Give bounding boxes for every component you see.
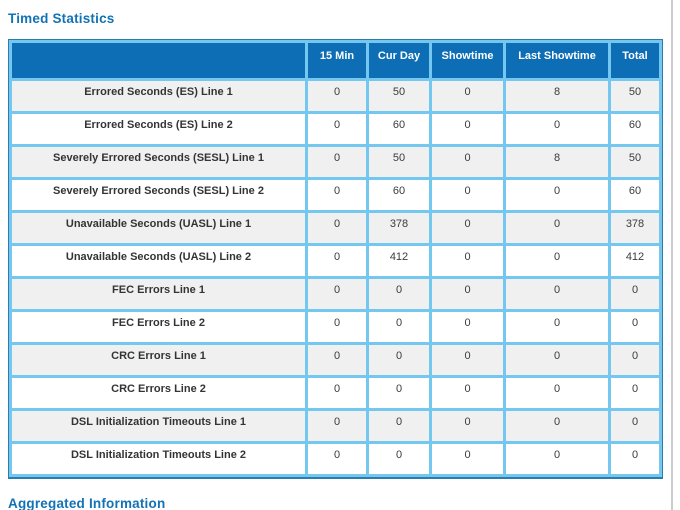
- table-header-row: 15 Min Cur Day Showtime Last Showtime To…: [12, 43, 659, 78]
- row-label: CRC Errors Line 1: [12, 345, 305, 375]
- stat-value-cell: 0: [506, 246, 608, 276]
- stat-value-cell: 0: [308, 147, 366, 177]
- stat-value-cell: 0: [308, 345, 366, 375]
- stat-value-cell: 0: [308, 114, 366, 144]
- stat-value-cell: 0: [506, 312, 608, 342]
- stat-value-cell: 412: [369, 246, 429, 276]
- stat-value-cell: 0: [506, 279, 608, 309]
- stat-value-cell: 0: [611, 279, 659, 309]
- stat-value-cell: 0: [369, 378, 429, 408]
- stat-value-cell: 0: [506, 378, 608, 408]
- stat-value-cell: 0: [432, 114, 503, 144]
- stat-value-cell: 50: [611, 81, 659, 111]
- row-label: Errored Seconds (ES) Line 1: [12, 81, 305, 111]
- table-row: Errored Seconds (ES) Line 2 0 60 0 0 60: [12, 114, 659, 144]
- stat-value-cell: 0: [432, 180, 503, 210]
- row-label: CRC Errors Line 2: [12, 378, 305, 408]
- stat-value-cell: 412: [611, 246, 659, 276]
- stat-value-cell: 0: [308, 378, 366, 408]
- stat-value-cell: 0: [308, 81, 366, 111]
- column-header-cur-day: Cur Day: [369, 43, 429, 78]
- timed-statistics-table: 15 Min Cur Day Showtime Last Showtime To…: [8, 39, 663, 479]
- stat-value-cell: 0: [308, 444, 366, 474]
- stat-value-cell: 0: [369, 279, 429, 309]
- stat-value-cell: 0: [432, 147, 503, 177]
- stat-value-cell: 0: [611, 378, 659, 408]
- stat-value-cell: 0: [506, 213, 608, 243]
- stat-value-cell: 0: [308, 279, 366, 309]
- stat-value-cell: 0: [308, 246, 366, 276]
- stat-value-cell: 8: [506, 81, 608, 111]
- row-label: DSL Initialization Timeouts Line 2: [12, 444, 305, 474]
- stat-value-cell: 8: [506, 147, 608, 177]
- row-label: DSL Initialization Timeouts Line 1: [12, 411, 305, 441]
- stat-value-cell: 378: [611, 213, 659, 243]
- stat-value-cell: 0: [432, 411, 503, 441]
- row-label: Unavailable Seconds (UASL) Line 2: [12, 246, 305, 276]
- row-label: Errored Seconds (ES) Line 2: [12, 114, 305, 144]
- row-label: Unavailable Seconds (UASL) Line 1: [12, 213, 305, 243]
- aggregated-information-heading: Aggregated Information: [8, 496, 166, 510]
- stat-value-cell: 0: [432, 81, 503, 111]
- column-header-blank: [12, 43, 305, 78]
- row-label: FEC Errors Line 2: [12, 312, 305, 342]
- column-header-15min: 15 Min: [308, 43, 366, 78]
- stat-value-cell: 60: [611, 180, 659, 210]
- stat-value-cell: 0: [369, 345, 429, 375]
- stat-value-cell: 50: [369, 81, 429, 111]
- stat-value-cell: 378: [369, 213, 429, 243]
- stat-value-cell: 0: [611, 411, 659, 441]
- stat-value-cell: 0: [506, 180, 608, 210]
- table-row: Unavailable Seconds (UASL) Line 1 0 378 0 0 3…: [12, 213, 659, 243]
- row-label: Severely Errored Seconds (SESL) Line 2: [12, 180, 305, 210]
- stat-value-cell: 0: [506, 411, 608, 441]
- stat-value-cell: 0: [369, 444, 429, 474]
- column-header-showtime: Showtime: [432, 43, 503, 78]
- stat-value-cell: 0: [432, 213, 503, 243]
- stat-value-cell: 50: [369, 147, 429, 177]
- stat-value-cell: 0: [432, 444, 503, 474]
- timed-statistics-heading: Timed Statistics: [8, 11, 115, 26]
- stat-value-cell: 0: [611, 444, 659, 474]
- stat-value-cell: 60: [369, 180, 429, 210]
- stat-value-cell: 0: [308, 411, 366, 441]
- stat-value-cell: 0: [432, 378, 503, 408]
- stat-value-cell: 0: [308, 180, 366, 210]
- stat-value-cell: 0: [611, 345, 659, 375]
- column-header-total: Total: [611, 43, 659, 78]
- stat-value-cell: 0: [369, 411, 429, 441]
- row-label: Severely Errored Seconds (SESL) Line 1: [12, 147, 305, 177]
- stat-value-cell: 0: [611, 312, 659, 342]
- stat-value-cell: 60: [369, 114, 429, 144]
- stat-value-cell: 0: [308, 312, 366, 342]
- stat-value-cell: 50: [611, 147, 659, 177]
- table-row: Errored Seconds (ES) Line 1 0 50 0 8 50: [12, 81, 659, 111]
- stat-value-cell: 0: [506, 345, 608, 375]
- stat-value-cell: 0: [432, 279, 503, 309]
- stat-value-cell: 0: [432, 312, 503, 342]
- stat-value-cell: 0: [506, 114, 608, 144]
- column-header-last-showtime: Last Showtime: [506, 43, 608, 78]
- stat-value-cell: 60: [611, 114, 659, 144]
- stat-value-cell: 0: [506, 444, 608, 474]
- stat-value-cell: 0: [369, 312, 429, 342]
- table-row: Unavailable Seconds (UASL) Line 2 0 412 0 0 4…: [12, 246, 659, 276]
- stat-value-cell: 0: [432, 246, 503, 276]
- stat-value-cell: 0: [308, 213, 366, 243]
- row-label: FEC Errors Line 1: [12, 279, 305, 309]
- timed-stats-body: Errored Seconds (ES) Line 1 0 50 0 8 50 Errore…: [12, 81, 659, 474]
- stat-value-cell: 0: [432, 345, 503, 375]
